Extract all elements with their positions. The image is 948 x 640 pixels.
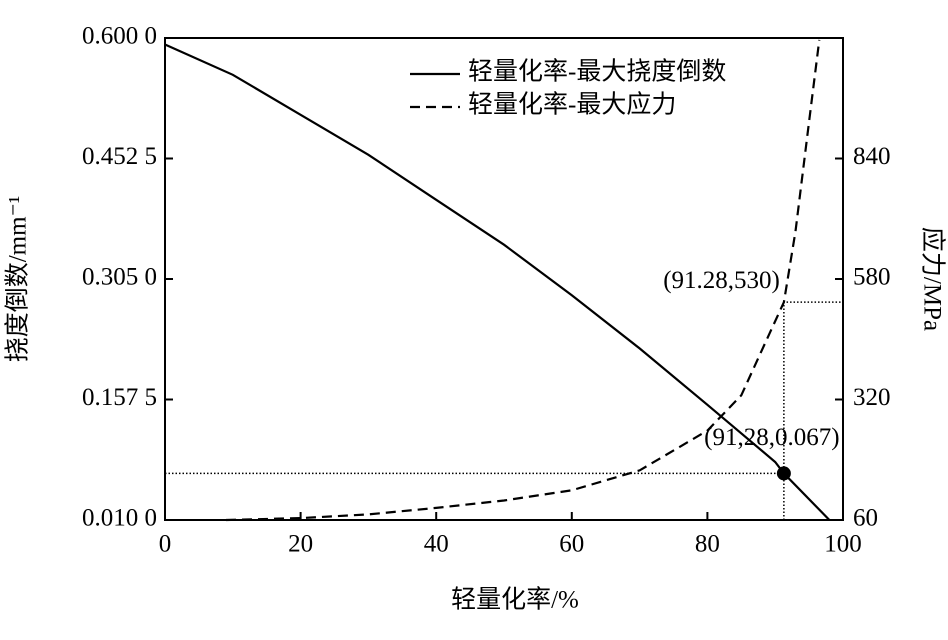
y-tick-label: 0.157 5 bbox=[82, 384, 157, 411]
x-tick-label: 20 bbox=[288, 531, 313, 558]
y2-tick-label: 60 bbox=[853, 505, 878, 532]
x-tick-label: 40 bbox=[424, 531, 449, 558]
y2-tick-label: 320 bbox=[853, 384, 891, 411]
y2-tick-label: 580 bbox=[853, 264, 891, 291]
x-tick-label: 80 bbox=[695, 531, 720, 558]
y-tick-label: 0.452 5 bbox=[82, 143, 157, 170]
x-tick-label: 60 bbox=[559, 531, 584, 558]
legend-label: 轻量化率-最大应力 bbox=[468, 91, 676, 119]
x-tick-label: 0 bbox=[159, 531, 172, 558]
y-tick-label: 0.305 0 bbox=[82, 264, 157, 291]
annotation-label: (91,28,0.067) bbox=[704, 424, 839, 451]
guide-line bbox=[783, 301, 843, 520]
series-line bbox=[225, 39, 821, 522]
y-axis-label: 挠度倒数/mm⁻¹ bbox=[4, 196, 32, 363]
x-tick-label: 100 bbox=[824, 531, 862, 558]
x-axis-label: 轻量化率/% bbox=[451, 586, 579, 614]
annotation-label: (91.28,530) bbox=[663, 267, 780, 294]
y2-tick-label: 840 bbox=[853, 143, 891, 170]
y2-axis-label: 应力/MPa bbox=[918, 227, 946, 331]
legend-label: 轻量化率-最大挠度倒数 bbox=[468, 58, 726, 86]
series-line bbox=[164, 43, 831, 521]
y-tick-label: 0.600 0 bbox=[82, 23, 157, 50]
y-tick-label: 0.010 0 bbox=[82, 505, 157, 532]
